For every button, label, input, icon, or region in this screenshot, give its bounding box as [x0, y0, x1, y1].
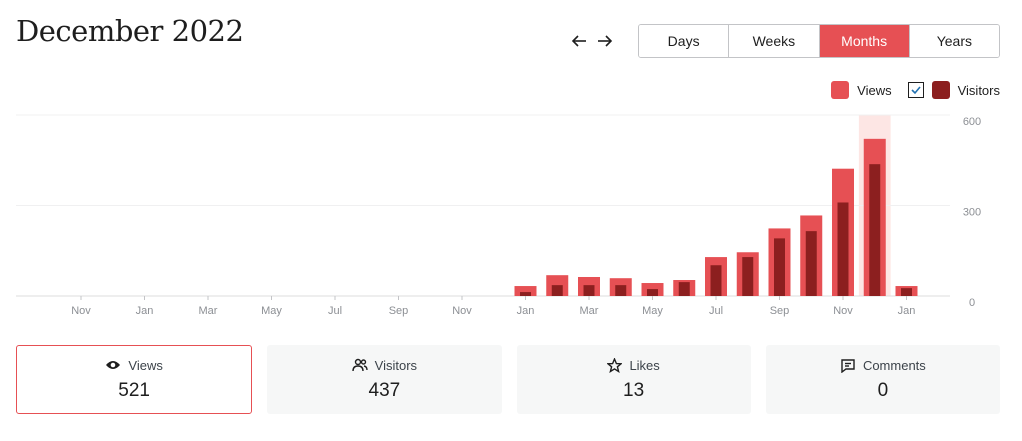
x-tick-label: Sep: [770, 305, 790, 317]
x-tick-label: Sep: [389, 305, 409, 317]
stat-card[interactable]: Visitors 437: [267, 345, 502, 414]
next-arrow[interactable]: [598, 35, 613, 47]
visitors-bar: [742, 257, 754, 296]
stat-card[interactable]: Likes 13: [516, 345, 751, 414]
stat-label: Comments: [862, 357, 926, 373]
y-tick-label: 300: [963, 206, 981, 218]
x-tick-label: Nov: [452, 305, 472, 317]
stat-card[interactable]: Views 521: [16, 345, 253, 414]
visitors-bar: [901, 288, 912, 296]
x-tick-label: Jan: [136, 305, 154, 317]
visitors-bar: [837, 202, 849, 296]
period-button[interactable]: Years: [908, 25, 999, 57]
stat-value: 437: [368, 379, 401, 401]
stat-label: Visitors: [374, 357, 418, 373]
legend: Views Visitors: [815, 81, 1000, 99]
legend-item[interactable]: Visitors: [907, 81, 1000, 99]
period-button[interactable]: Months: [818, 25, 909, 57]
eye-icon: [106, 361, 121, 369]
legend-checkbox[interactable]: [907, 82, 924, 98]
stat-label: Views: [128, 357, 163, 373]
views-bar: [514, 286, 537, 296]
period-switcher: Days Weeks Months Years: [638, 24, 1000, 58]
check-icon: [911, 86, 921, 95]
stat-card[interactable]: Comments 0: [765, 345, 1000, 414]
visitors-bar: [869, 164, 881, 296]
comment-icon: [841, 358, 855, 373]
visitors-bar: [678, 282, 690, 296]
stat-value: 0: [877, 379, 889, 401]
legend-label: Views: [857, 82, 892, 98]
legend-swatch: [931, 81, 950, 99]
x-tick-label: May: [642, 305, 663, 317]
visitors-bar: [774, 238, 785, 296]
x-tick-label: Nov: [71, 305, 91, 317]
legend-label: Visitors: [957, 82, 1000, 98]
prev-arrow[interactable]: [571, 35, 586, 47]
stat-label: Likes: [629, 357, 660, 373]
stat-value: 13: [623, 379, 645, 401]
star-icon: [607, 357, 623, 373]
visitors-bar: [520, 292, 531, 296]
stat-cards: Views 521 Visitors 437 Likes 13 Comments…: [16, 345, 1000, 414]
x-tick-label: Mar: [580, 305, 599, 317]
page-title: December 2022: [16, 14, 244, 48]
visitors-bar: [710, 265, 722, 296]
people-icon: [351, 358, 368, 372]
y-tick-label: 0: [969, 297, 975, 309]
visitors-bar: [647, 289, 658, 296]
period-button[interactable]: Weeks: [728, 25, 819, 57]
x-tick-label: Jul: [709, 305, 723, 317]
stat-value: 521: [118, 379, 150, 401]
visitors-bar: [615, 285, 627, 296]
period-button[interactable]: Days: [639, 25, 729, 57]
chart: 0 300 600 Nov Jan Mar May Jul Sep Nov Jan Mar May Jul…: [16, 114, 981, 317]
x-tick-label: Nov: [833, 305, 853, 317]
visitors-bar: [583, 285, 595, 296]
visitors-bar: [805, 231, 817, 296]
legend-item: Views: [831, 81, 892, 99]
period-arrows[interactable]: [570, 33, 616, 49]
x-tick-label: May: [261, 305, 282, 317]
x-tick-label: Jul: [328, 305, 342, 317]
x-tick-label: Jan: [898, 305, 916, 317]
y-tick-label: 600: [963, 116, 981, 128]
x-tick-label: Jan: [517, 305, 535, 317]
visitors-bar: [551, 285, 563, 296]
x-tick-label: Mar: [199, 305, 218, 317]
legend-swatch: [831, 81, 850, 99]
